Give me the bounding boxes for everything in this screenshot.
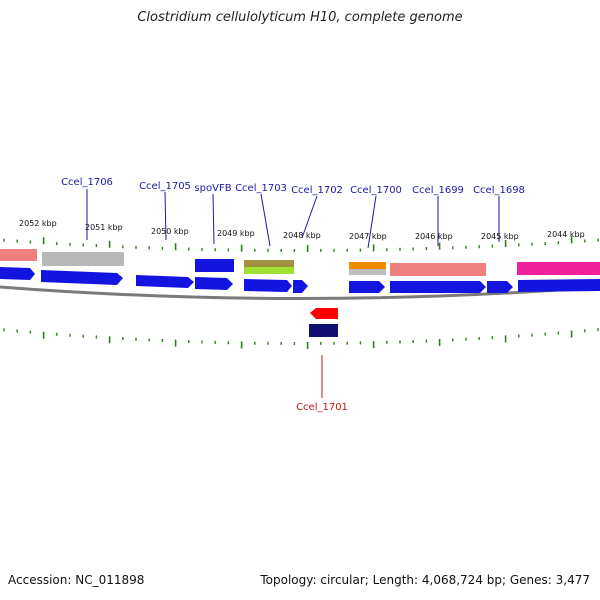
gene-arrow[interactable]: [518, 279, 600, 292]
kbp-label: 2050 kbp: [151, 227, 189, 236]
genome-summary: Topology: circular; Length: 4,068,724 bp…: [260, 573, 590, 587]
feature-track: [0, 249, 600, 276]
label-leaders: [86, 189, 500, 398]
kbp-label: 2047 kbp: [349, 232, 387, 241]
gene-arrow[interactable]: [293, 280, 308, 293]
gene-block-reverse[interactable]: [309, 324, 338, 337]
gene-label[interactable]: Ccel_1703: [235, 183, 287, 194]
feature-bar[interactable]: [349, 262, 386, 269]
kbp-label: 2046 kbp: [415, 232, 453, 241]
gene-label[interactable]: spoVFB: [194, 183, 231, 194]
feature-bar[interactable]: [195, 259, 234, 272]
gene-arrow-reverse[interactable]: [310, 308, 338, 319]
gene-arrow[interactable]: [390, 281, 486, 293]
kbp-label: 2049 kbp: [217, 229, 255, 238]
gene-arrow[interactable]: [244, 279, 292, 292]
map-title: Clostridium cellulolyticum H10, complete…: [137, 10, 463, 25]
kbp-label: 2044 kbp: [547, 230, 585, 239]
feature-bar[interactable]: [244, 260, 294, 267]
gene-arrow[interactable]: [41, 270, 123, 285]
feature-bar[interactable]: [349, 269, 386, 275]
feature-bar[interactable]: [0, 249, 37, 261]
outer-tick-ring: [3, 236, 599, 252]
forward-strand: [0, 267, 600, 293]
inner-tick-ring: [3, 328, 599, 349]
gene-label[interactable]: Ccel_1702: [291, 185, 343, 196]
gene-label[interactable]: Ccel_1706: [61, 177, 113, 188]
gene-arrow[interactable]: [136, 275, 194, 288]
kbp-label: 2048 kbp: [283, 231, 321, 240]
kbp-label: 2052 kbp: [19, 219, 57, 228]
gene-label[interactable]: Ccel_1701: [296, 402, 348, 413]
reverse-strand: [309, 308, 338, 337]
gene-arrow[interactable]: [195, 277, 233, 290]
gene-labels: Ccel_1706 Ccel_1705 spoVFB Ccel_1703 Cce…: [61, 177, 525, 413]
scale-labels: 2052 kbp 2051 kbp 2050 kbp 2049 kbp 2048…: [19, 219, 585, 241]
feature-bar[interactable]: [42, 252, 124, 266]
feature-bar[interactable]: [244, 267, 294, 274]
gene-arrow[interactable]: [487, 281, 513, 293]
feature-bar[interactable]: [517, 262, 600, 275]
accession-text: Accession: NC_011898: [8, 573, 145, 587]
gene-label[interactable]: Ccel_1699: [412, 185, 464, 196]
kbp-label: 2051 kbp: [85, 223, 123, 232]
gene-label[interactable]: Ccel_1700: [350, 185, 402, 196]
gene-label[interactable]: Ccel_1705: [139, 181, 191, 192]
gene-label[interactable]: Ccel_1698: [473, 185, 525, 196]
gene-arrow[interactable]: [0, 267, 35, 280]
genome-backbone: [0, 285, 600, 300]
kbp-label: 2045 kbp: [481, 232, 519, 241]
gene-arrow[interactable]: [349, 281, 385, 293]
feature-bar[interactable]: [390, 263, 486, 276]
